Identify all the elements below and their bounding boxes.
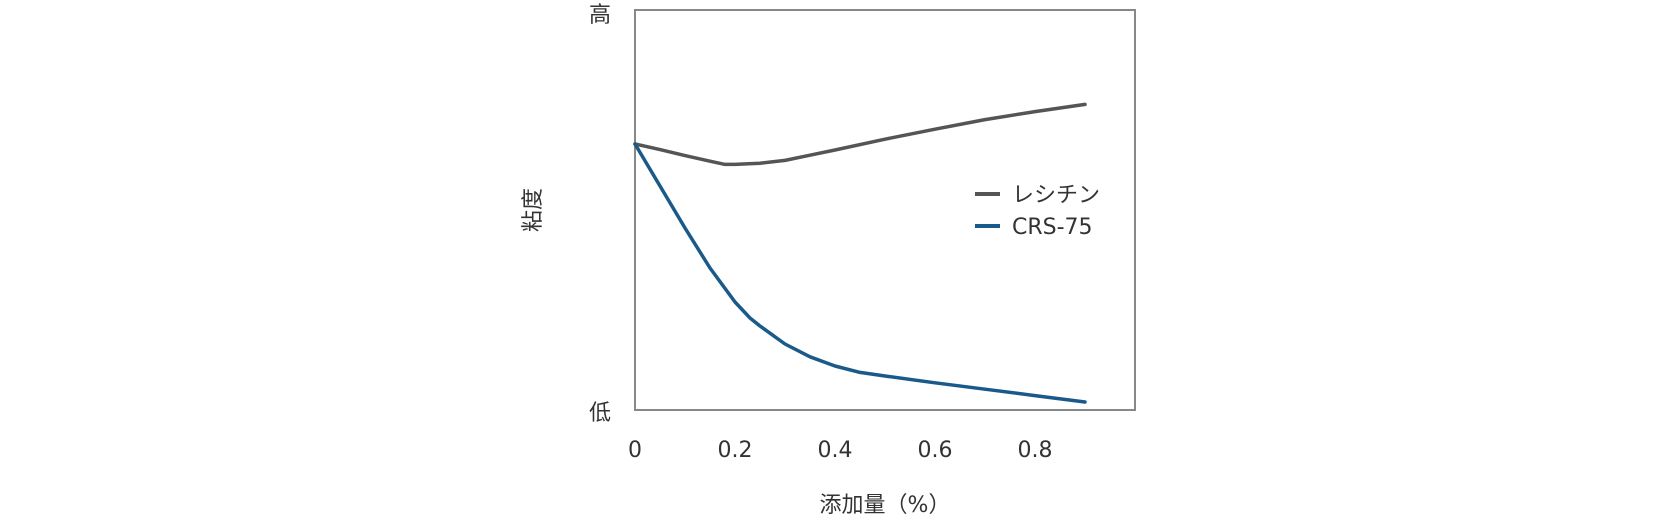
y-axis-low-label: 低 [589, 401, 611, 426]
series-line-0 [633, 102, 1087, 167]
x-axis-title: 添加量（%） [820, 493, 951, 515]
x-tick-label: 0.2 [718, 438, 753, 463]
x-tick-label: 0 [628, 438, 642, 463]
legend-label-lecithin: レシチン [1012, 183, 1100, 208]
y-axis-title: 粘度 [521, 188, 546, 232]
plot-frame [634, 9, 1136, 411]
y-axis-high-label: 高 [589, 3, 611, 28]
x-tick-label: 0.6 [918, 438, 953, 463]
x-tick-label: 0.8 [1018, 438, 1053, 463]
legend: レシチン CRS-75 [975, 183, 1100, 240]
x-tick-label: 0.4 [818, 438, 853, 463]
series-lines [633, 102, 1087, 404]
legend-label-crs75: CRS-75 [1012, 215, 1093, 240]
series-line-1 [633, 142, 1087, 404]
x-tick-labels: 0 0.2 0.4 0.6 0.8 [628, 438, 1053, 463]
